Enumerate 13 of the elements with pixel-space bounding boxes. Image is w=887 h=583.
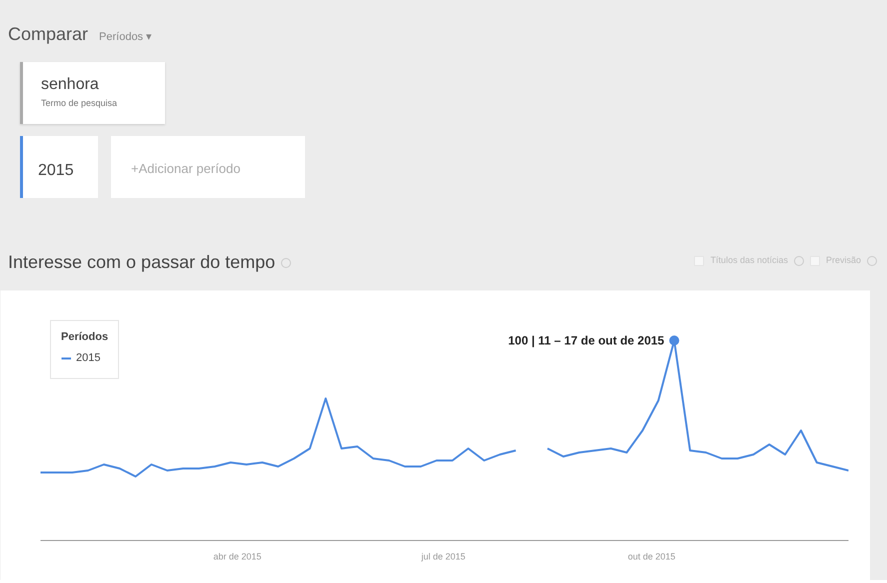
- text: +Adicionar período: [131, 160, 242, 178]
- text: Períodos ▾: [99, 31, 152, 43]
- legend-title: Períodos: [61, 331, 108, 343]
- x-tick-label: abr de 2015: [213, 552, 262, 562]
- legend-label: 2015: [76, 352, 100, 364]
- text: 2015: [38, 161, 75, 181]
- x-tick-label: out de 2015: [628, 552, 676, 562]
- text: Termo de pesquisa: [41, 96, 118, 110]
- x-tick-label: jul de 2015: [420, 552, 466, 562]
- text: Comparar: [8, 24, 88, 44]
- chart-title: Interesse com o passar do tempo: [8, 251, 276, 274]
- text: senhora: [41, 75, 100, 95]
- annotation: 100 | 11 – 17 de out de 2015: [508, 334, 665, 348]
